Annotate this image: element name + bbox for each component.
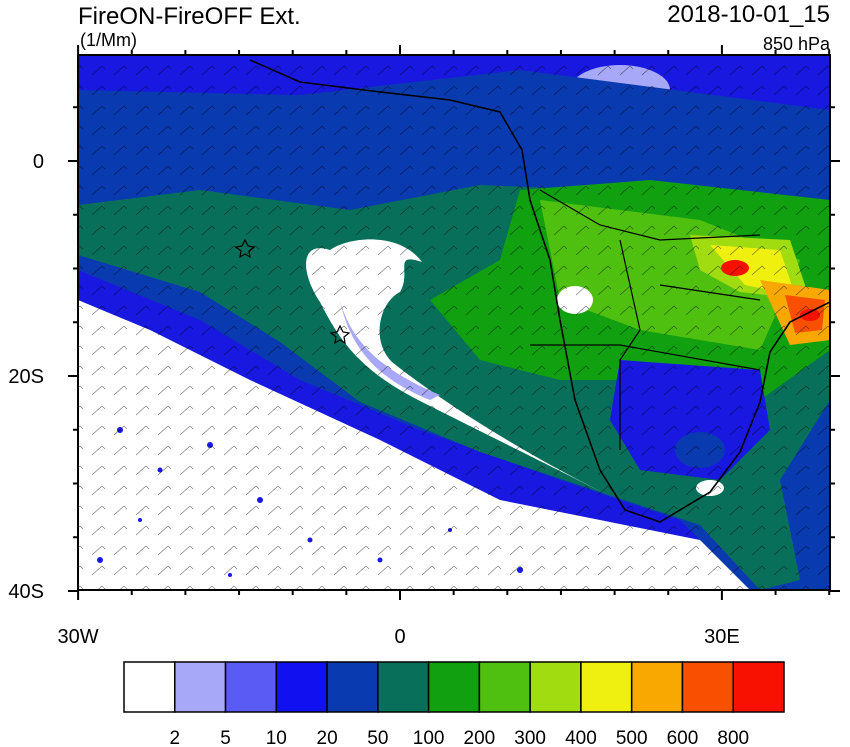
colorbar-box (529, 661, 582, 713)
x-tick-label: 30E (704, 626, 740, 648)
level: 850 hPa (763, 34, 831, 54)
colorbar-box (224, 661, 278, 713)
colorbar-box (427, 661, 481, 713)
colorbar-box (123, 661, 176, 713)
map-field (78, 55, 830, 590)
colorbar-label: 600 (667, 728, 699, 747)
y-tick-label: 40S (8, 581, 44, 603)
colorbar-label: 10 (266, 728, 287, 747)
colorbar-label: 300 (514, 728, 546, 747)
colorbar-box (630, 661, 684, 713)
axis-labels: 30W 0 30E 0 20S 40S (8, 151, 739, 648)
y-tick-label: 20S (8, 366, 44, 388)
x-tick-label: 30W (58, 626, 99, 648)
colorbar-label: 50 (367, 728, 388, 747)
colorbar-box (681, 661, 734, 713)
units: (1/Mm) (80, 30, 137, 50)
colorbar-box (377, 661, 430, 713)
colorbar-box (174, 661, 227, 713)
colorbar-label: 400 (565, 728, 597, 747)
title: FireON-FireOFF Ext. (78, 3, 301, 30)
time: 2018-10-01_15 (667, 1, 830, 28)
x-tick-label: 0 (394, 626, 405, 648)
colorbar-label: 800 (717, 728, 749, 747)
colorbar-label: 100 (413, 728, 445, 747)
colorbar-box (326, 661, 379, 713)
colorbar-box (580, 661, 633, 713)
colorbar-box (275, 661, 328, 713)
colorbar-box (732, 661, 785, 713)
colorbar-label: 5 (220, 728, 231, 747)
colorbar-label: 2 (169, 728, 180, 747)
colorbar-label: 500 (616, 728, 648, 747)
colorbar-label: 20 (317, 728, 338, 747)
colorbar-box (478, 661, 531, 713)
colorbar-label: 200 (464, 728, 496, 747)
y-tick-label: 0 (33, 151, 44, 173)
colorbar: 2 5 10 20 50 100 200 300 400 500 600 800 (123, 661, 785, 747)
axis-ticks (68, 45, 840, 600)
